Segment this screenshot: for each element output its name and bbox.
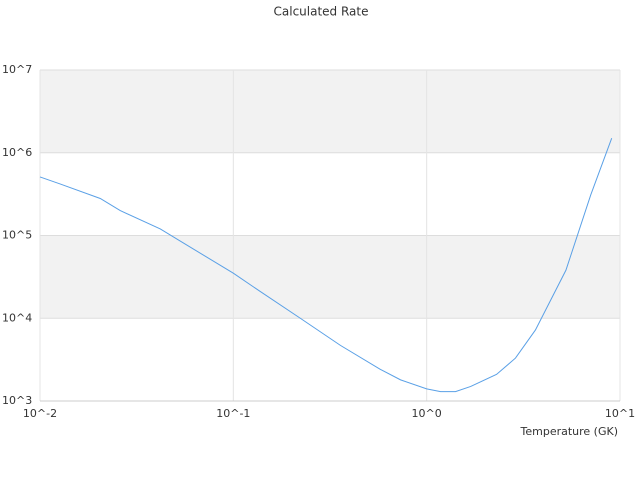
line [39,138,613,393]
y-tick-label: 10^7 [2,63,32,76]
y-tick-label: 10^3 [2,394,32,407]
x-tick-label: 10^0 [412,407,442,420]
grid-band [40,70,620,153]
y-tick-label: 10^5 [2,229,32,242]
x-tick-label: 10^1 [605,407,635,420]
x-tick-label: 10^-1 [216,407,250,420]
y-tick-label: 10^4 [2,311,32,324]
y-tick-label: 10^6 [2,146,32,159]
x-tick-label: 10^-2 [23,407,57,420]
x-axis-label: Temperature (GK) [520,425,619,438]
grid-band [40,235,620,319]
chart-title: Calculated Rate [274,5,369,19]
